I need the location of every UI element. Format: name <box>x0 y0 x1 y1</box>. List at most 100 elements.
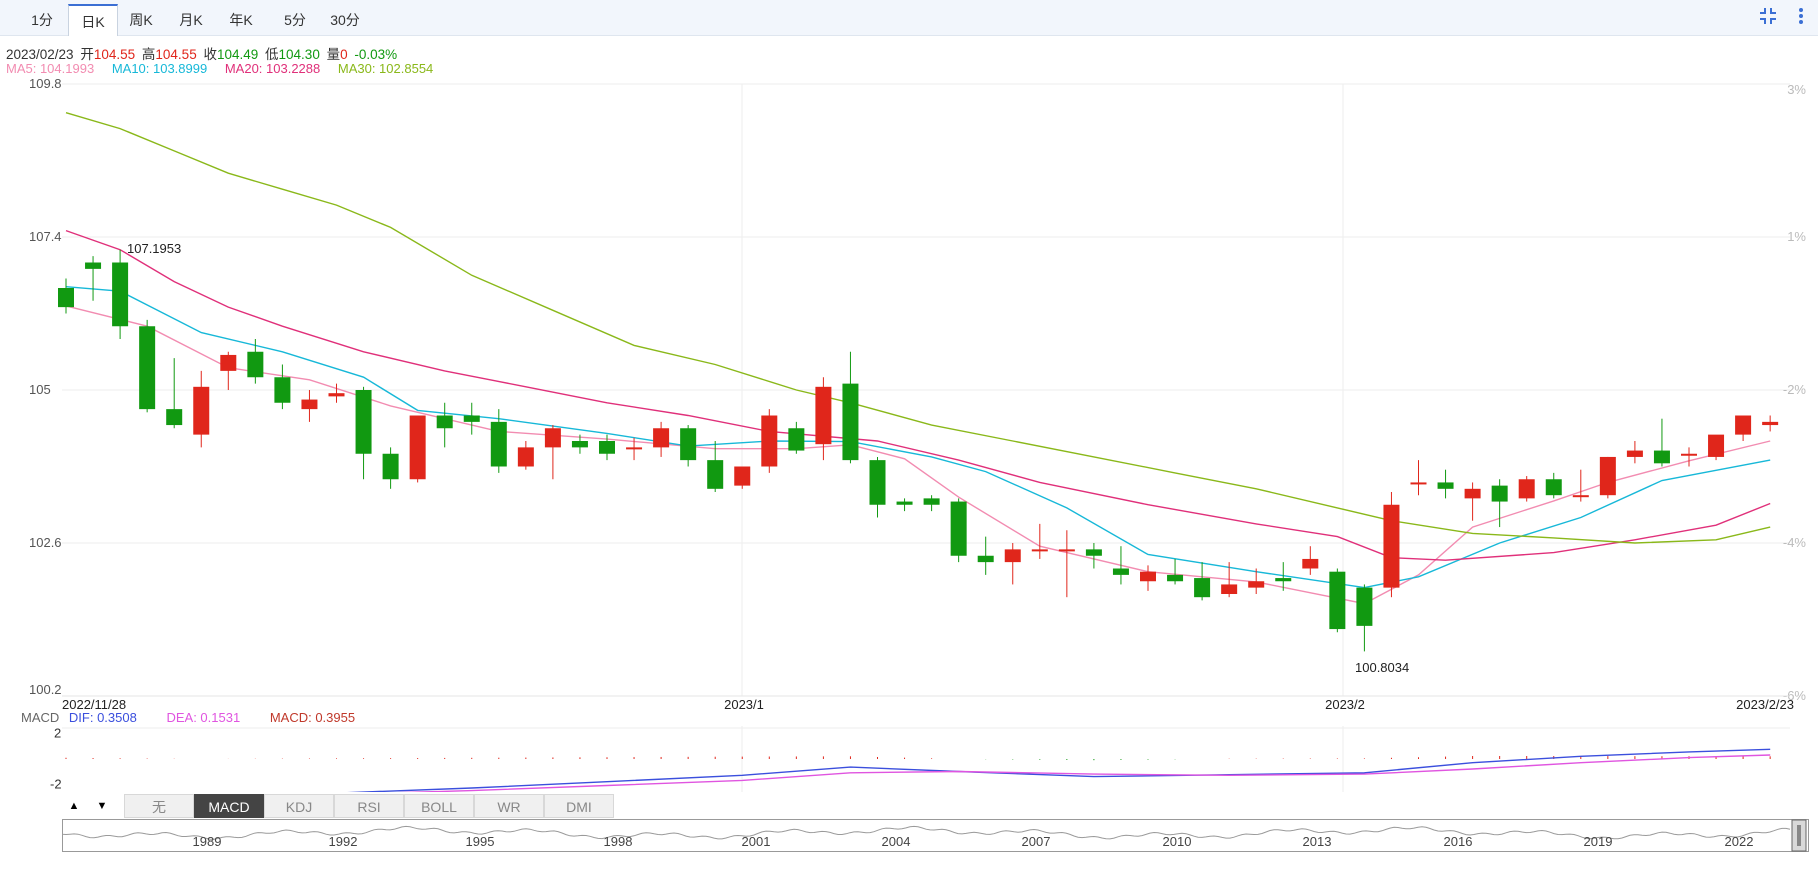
indicator-tab-5[interactable]: WR <box>474 794 544 818</box>
tab-5[interactable]: 5分 <box>284 12 306 28</box>
candle-body <box>626 447 643 450</box>
y-tick-label: 105 <box>29 382 51 397</box>
candle-body <box>1058 549 1075 552</box>
x-tick-label: 2023/2 <box>1325 697 1365 712</box>
candle-body <box>977 555 994 563</box>
candle-body <box>193 386 210 435</box>
candle-body <box>571 441 588 448</box>
candle-body <box>923 498 940 505</box>
candle-body <box>355 390 372 454</box>
overview-year-label: 1995 <box>466 834 495 849</box>
candle-body <box>490 421 507 467</box>
ma30-line <box>65 112 1771 544</box>
x-tick-label: 2023/2/23 <box>1736 697 1794 712</box>
open-label: 开 <box>80 47 94 62</box>
tab-6[interactable]: 30分 <box>330 12 360 28</box>
candle-body <box>815 386 832 445</box>
macd-title: MACD <box>21 710 60 725</box>
candlestick-chart[interactable]: 109.8 107.4 105 102.6 100.2 3% 1% -2% -4% -6% 2022… <box>0 78 1818 718</box>
candle-body <box>58 288 74 308</box>
overview-year-label: 2019 <box>1584 834 1613 849</box>
down-arrow-icon[interactable]: ▼ <box>96 800 108 812</box>
up-arrow-icon[interactable]: ▲ <box>68 800 80 812</box>
tab-4[interactable]: 年K <box>229 12 253 28</box>
candle-body <box>599 441 615 454</box>
ma20-text: MA20: 103.2288 <box>224 61 321 76</box>
candle-body <box>1653 450 1670 464</box>
overview-year-label: 1992 <box>329 834 358 849</box>
period-tabbar: 1分 日K 周K 月K 年K 5分 30分 <box>0 0 1818 36</box>
indicator-tab-0[interactable]: 无 <box>124 794 194 818</box>
candle-body <box>517 447 534 467</box>
more-vertical-icon[interactable] <box>1792 6 1810 30</box>
close-value: 104.49 <box>216 47 259 62</box>
more-vertical-icon-svg <box>1799 8 1803 24</box>
max-price-label: 107.1953 <box>127 241 181 256</box>
dea-text: DEA: 0.1531 <box>166 710 241 725</box>
pct-tick-label: -6% <box>1783 688 1807 703</box>
timeline-overview[interactable]: 1989 1992 1995 1998 2001 2004 2007 2010 2013 2016… <box>62 819 1810 853</box>
candle-body <box>544 428 561 448</box>
candle-body <box>139 326 156 410</box>
candle-body <box>1545 479 1562 496</box>
dif-line <box>347 748 1771 792</box>
candle-body <box>869 460 886 505</box>
y-tick-label: 107.4 <box>29 229 62 244</box>
candle-body <box>1194 578 1211 598</box>
overview-year-label: 2013 <box>1303 834 1332 849</box>
candle-body <box>1383 504 1400 588</box>
candle-body <box>1248 581 1265 588</box>
overview-frame <box>62 819 1809 852</box>
macd-header: MACD DIF: 0.3508 DEA: 0.1531 MACD: 0.395… <box>21 710 355 725</box>
tab-1[interactable]: 日K <box>68 4 118 36</box>
open-value: 104.55 <box>93 47 136 62</box>
overview-year-label: 2004 <box>882 834 911 849</box>
candle-body <box>761 415 778 467</box>
ma10-line <box>65 286 1771 589</box>
overview-year-label: 1989 <box>193 834 222 849</box>
tab-3[interactable]: 月K <box>179 12 203 28</box>
indicator-tab-4[interactable]: BOLL <box>404 794 474 818</box>
tab-2[interactable]: 周K <box>129 12 153 28</box>
ma5-line <box>65 305 1771 605</box>
dif-text: DIF: 0.3508 <box>68 710 137 725</box>
candle-body <box>274 377 291 403</box>
candle-body <box>1329 571 1346 630</box>
indicator-tab-1[interactable]: MACD <box>194 794 264 818</box>
candle-body <box>1572 495 1589 498</box>
candle-body <box>436 415 453 429</box>
candle-body <box>1518 479 1535 499</box>
ma10-text: MA10: 103.8999 <box>111 61 208 76</box>
indicator-tab-3[interactable]: RSI <box>334 794 404 818</box>
min-price-label: 100.8034 <box>1355 660 1409 675</box>
y-tick-label: 102.6 <box>29 535 62 550</box>
overview-year-label: 2022 <box>1725 834 1754 849</box>
candle-body <box>328 393 345 397</box>
candle-body <box>1275 578 1292 582</box>
candle-body <box>1221 584 1238 594</box>
low-label: 低 <box>265 47 279 62</box>
overview-handle-grip <box>1797 825 1801 846</box>
tab-0[interactable]: 1分 <box>31 12 53 28</box>
candle-body <box>1140 571 1156 582</box>
candle-body <box>1599 456 1616 496</box>
candle-body <box>653 428 670 448</box>
candle-body <box>788 428 805 451</box>
candle-body <box>301 399 318 410</box>
candle-body <box>382 453 399 480</box>
macd-chart[interactable]: 2 -2 <box>0 726 1818 792</box>
candle-body <box>1708 434 1725 457</box>
indicator-tab-2[interactable]: KDJ <box>264 794 334 818</box>
ma20-line <box>65 229 1771 561</box>
candle-body <box>1762 421 1779 426</box>
collapse-icon[interactable] <box>1756 6 1780 30</box>
macd-y-tick: 2 <box>54 726 61 741</box>
indicator-tab-6[interactable]: DMI <box>544 794 614 818</box>
ma30-text: MA30: 102.8554 <box>337 61 434 76</box>
macd-y-tick: -2 <box>50 776 62 791</box>
candle-body <box>707 460 724 489</box>
overview-year-label: 2016 <box>1444 834 1473 849</box>
dea-line <box>397 754 1771 792</box>
candle-body <box>1464 488 1481 499</box>
close-label: 收 <box>203 47 217 62</box>
